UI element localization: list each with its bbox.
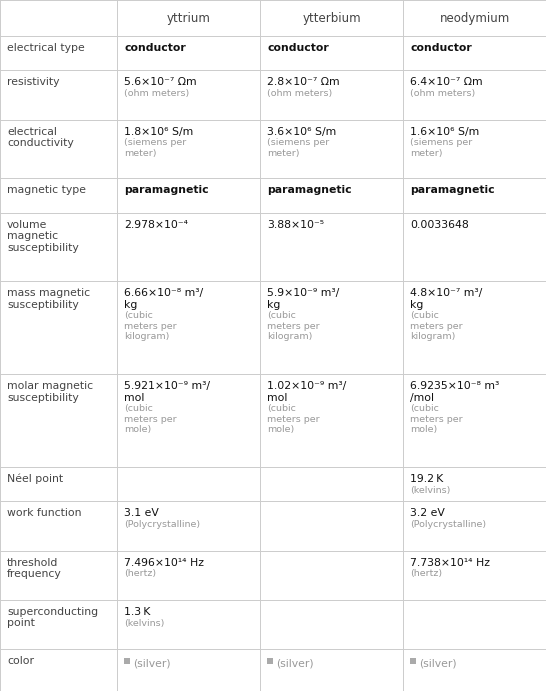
Text: 5.9×10⁻⁹ m³/
kg: 5.9×10⁻⁹ m³/ kg bbox=[268, 288, 340, 310]
Text: 5.6×10⁻⁷ Ωm: 5.6×10⁻⁷ Ωm bbox=[124, 77, 197, 87]
Text: 3.6×10⁶ S/m: 3.6×10⁶ S/m bbox=[268, 126, 337, 137]
Text: 7.496×10¹⁴ Hz: 7.496×10¹⁴ Hz bbox=[124, 558, 204, 567]
Text: ytterbium: ytterbium bbox=[302, 12, 361, 25]
Text: 1.6×10⁶ S/m: 1.6×10⁶ S/m bbox=[411, 126, 480, 137]
Text: 3.1 eV: 3.1 eV bbox=[124, 508, 159, 518]
Text: neodymium: neodymium bbox=[440, 12, 510, 25]
Text: paramagnetic: paramagnetic bbox=[411, 185, 495, 196]
Text: (kelvins): (kelvins) bbox=[124, 618, 165, 627]
Text: Néel point: Néel point bbox=[7, 474, 63, 484]
Text: 1.3 K: 1.3 K bbox=[124, 607, 151, 617]
Text: 3.88×10⁻⁵: 3.88×10⁻⁵ bbox=[268, 220, 324, 229]
Text: (hertz): (hertz) bbox=[124, 569, 157, 578]
Text: (ohm meters): (ohm meters) bbox=[411, 89, 476, 98]
Text: 7.738×10¹⁴ Hz: 7.738×10¹⁴ Hz bbox=[411, 558, 490, 567]
Bar bbox=[411, 659, 417, 664]
Text: (silver): (silver) bbox=[276, 659, 314, 668]
Text: (ohm meters): (ohm meters) bbox=[268, 89, 333, 98]
Text: 6.4×10⁻⁷ Ωm: 6.4×10⁻⁷ Ωm bbox=[411, 77, 483, 87]
Text: 6.66×10⁻⁸ m³/
kg: 6.66×10⁻⁸ m³/ kg bbox=[124, 288, 204, 310]
Text: (hertz): (hertz) bbox=[411, 569, 443, 578]
Text: electrical type: electrical type bbox=[7, 43, 85, 53]
Text: conductor: conductor bbox=[268, 43, 329, 53]
Text: (ohm meters): (ohm meters) bbox=[124, 89, 189, 98]
Text: paramagnetic: paramagnetic bbox=[268, 185, 352, 196]
Text: 0.0033648: 0.0033648 bbox=[411, 220, 469, 229]
Text: magnetic type: magnetic type bbox=[7, 185, 86, 196]
Text: 19.2 K: 19.2 K bbox=[411, 474, 444, 484]
Text: 2.978×10⁻⁴: 2.978×10⁻⁴ bbox=[124, 220, 188, 229]
Text: color: color bbox=[7, 656, 34, 666]
Text: (cubic
meters per
kilogram): (cubic meters per kilogram) bbox=[268, 312, 320, 341]
Text: threshold
frequency: threshold frequency bbox=[7, 558, 62, 579]
Text: work function: work function bbox=[7, 508, 81, 518]
Text: resistivity: resistivity bbox=[7, 77, 60, 87]
Text: (siemens per
meter): (siemens per meter) bbox=[411, 138, 473, 158]
Text: electrical
conductivity: electrical conductivity bbox=[7, 126, 74, 148]
Text: 1.8×10⁶ S/m: 1.8×10⁶ S/m bbox=[124, 126, 194, 137]
Text: volume
magnetic
susceptibility: volume magnetic susceptibility bbox=[7, 220, 79, 253]
Text: conductor: conductor bbox=[411, 43, 472, 53]
Text: (Polycrystalline): (Polycrystalline) bbox=[411, 520, 486, 529]
Text: (silver): (silver) bbox=[133, 659, 171, 668]
Text: 2.8×10⁻⁷ Ωm: 2.8×10⁻⁷ Ωm bbox=[268, 77, 340, 87]
Text: (silver): (silver) bbox=[419, 659, 457, 668]
Text: yttrium: yttrium bbox=[167, 12, 211, 25]
Text: (siemens per
meter): (siemens per meter) bbox=[268, 138, 330, 158]
Text: (siemens per
meter): (siemens per meter) bbox=[124, 138, 187, 158]
Text: superconducting
point: superconducting point bbox=[7, 607, 98, 629]
Text: 3.2 eV: 3.2 eV bbox=[411, 508, 446, 518]
Text: paramagnetic: paramagnetic bbox=[124, 185, 209, 196]
Text: (cubic
meters per
mole): (cubic meters per mole) bbox=[268, 404, 320, 434]
Text: 4.8×10⁻⁷ m³/
kg: 4.8×10⁻⁷ m³/ kg bbox=[411, 288, 483, 310]
Bar bbox=[268, 659, 274, 664]
Text: (Polycrystalline): (Polycrystalline) bbox=[124, 520, 200, 529]
Text: (cubic
meters per
mole): (cubic meters per mole) bbox=[124, 404, 177, 434]
Text: conductor: conductor bbox=[124, 43, 186, 53]
Text: (cubic
meters per
mole): (cubic meters per mole) bbox=[411, 404, 463, 434]
Text: 1.02×10⁻⁹ m³/
mol: 1.02×10⁻⁹ m³/ mol bbox=[268, 381, 347, 403]
Text: 5.921×10⁻⁹ m³/
mol: 5.921×10⁻⁹ m³/ mol bbox=[124, 381, 210, 403]
Text: molar magnetic
susceptibility: molar magnetic susceptibility bbox=[7, 381, 93, 403]
Text: 6.9235×10⁻⁸ m³
/mol: 6.9235×10⁻⁸ m³ /mol bbox=[411, 381, 500, 403]
Text: mass magnetic
susceptibility: mass magnetic susceptibility bbox=[7, 288, 90, 310]
Text: (kelvins): (kelvins) bbox=[411, 486, 451, 495]
Bar bbox=[124, 659, 130, 664]
Text: (cubic
meters per
kilogram): (cubic meters per kilogram) bbox=[124, 312, 177, 341]
Text: (cubic
meters per
kilogram): (cubic meters per kilogram) bbox=[411, 312, 463, 341]
